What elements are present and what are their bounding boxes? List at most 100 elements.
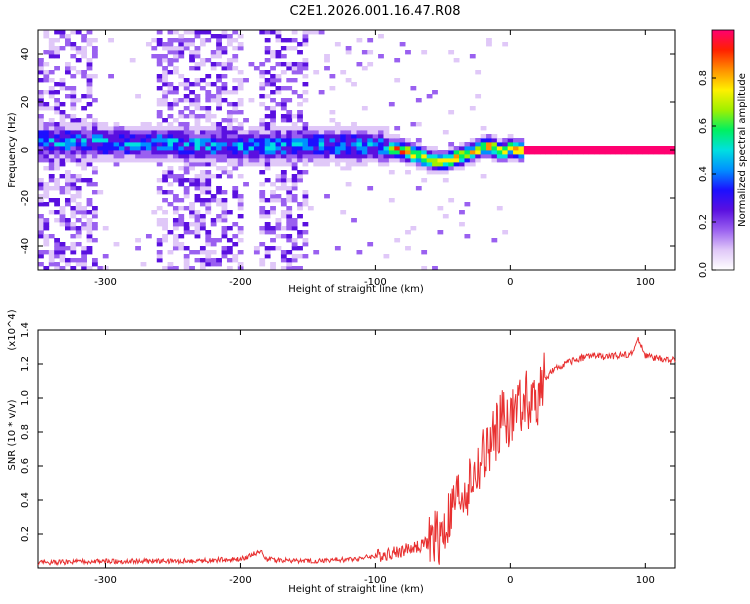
heatmap-cell — [351, 146, 357, 151]
heatmap-cell — [297, 50, 303, 55]
heatmap-cell — [135, 138, 141, 143]
heatmap-cell — [199, 38, 206, 43]
heatmap-cell — [129, 154, 136, 159]
heatmap-cell — [113, 126, 120, 131]
heatmap-cell — [324, 150, 330, 155]
heatmap-cell — [183, 46, 190, 51]
heatmap-cell — [205, 242, 212, 247]
heatmap-cell — [280, 258, 287, 263]
heatmap-cell — [156, 254, 163, 259]
heatmap-cell — [81, 258, 87, 263]
heatmap-cell — [226, 42, 233, 47]
heatmap-cell — [513, 142, 519, 147]
heatmap-cell — [216, 130, 222, 135]
heatmap-cell — [226, 258, 233, 263]
heatmap-cell — [135, 146, 141, 151]
heatmap-cell — [232, 138, 239, 143]
heatmap-cell — [264, 78, 271, 83]
heatmap-cell — [291, 194, 298, 199]
heatmap-cell — [394, 126, 401, 131]
heatmap-cell — [210, 158, 217, 163]
heatmap-cell — [108, 158, 114, 163]
heatmap-cell — [162, 74, 168, 79]
x-tick-label: -200 — [229, 575, 252, 586]
heatmap-cell — [38, 102, 44, 107]
heatmap-cell — [329, 146, 336, 151]
heatmap-cell — [194, 94, 201, 99]
heatmap-cell — [205, 106, 212, 111]
heatmap-cell — [324, 134, 330, 139]
heatmap-cell — [291, 242, 298, 247]
heatmap-cell — [189, 230, 195, 235]
heatmap-cell — [356, 138, 363, 143]
heatmap-cell — [183, 30, 190, 35]
heatmap-cell — [43, 234, 50, 239]
heatmap-cell — [210, 250, 217, 255]
heatmap-cell — [264, 114, 271, 119]
heatmap-cell — [378, 146, 384, 151]
heatmap-cell — [367, 130, 374, 135]
heatmap-cell — [189, 210, 195, 215]
heatmap-cell — [59, 158, 66, 163]
heatmap-cell — [162, 266, 168, 271]
heatmap-cell — [226, 154, 233, 159]
heatmap-cell — [297, 142, 303, 147]
snr-y-ticks: 0.20.40.60.81.01.21.4 — [20, 322, 675, 542]
heatmap-cell — [167, 122, 174, 127]
heatmap-cell — [86, 66, 93, 71]
colorbar-ticks: 0.00.20.40.60.8 — [698, 70, 716, 278]
heatmap-cell — [162, 130, 168, 135]
heatmap-cell — [388, 134, 395, 139]
heatmap-cell — [367, 126, 374, 131]
heatmap-cell — [442, 150, 449, 155]
heatmap-cell — [491, 142, 498, 147]
heatmap-cell — [318, 142, 325, 147]
heatmap-cell — [286, 178, 293, 183]
heatmap-cell — [183, 190, 190, 195]
heatmap-cell — [286, 134, 293, 139]
heatmap-cell — [253, 146, 260, 151]
heatmap-cell — [253, 142, 260, 147]
heatmap-cell — [54, 150, 60, 155]
heatmap-cell — [329, 86, 336, 91]
heatmap-cell — [459, 162, 465, 167]
heatmap-cell — [237, 34, 244, 39]
heatmap-cell — [135, 142, 141, 147]
heatmap-cell — [91, 126, 98, 131]
heatmap-cell — [221, 154, 228, 159]
heatmap-cell — [280, 38, 287, 43]
heatmap-cell — [156, 86, 163, 91]
heatmap-cell — [243, 118, 249, 123]
heatmap-cell — [178, 166, 185, 171]
heatmap-cell — [91, 74, 98, 79]
heatmap-cell — [383, 162, 390, 167]
heatmap-cell — [264, 198, 271, 203]
heatmap-cell — [421, 178, 428, 183]
heatmap-cell — [280, 254, 287, 259]
heatmap-cell — [91, 98, 98, 103]
heatmap-cell — [383, 146, 390, 151]
heatmap-cell — [189, 142, 195, 147]
heatmap-cell — [270, 266, 276, 271]
heatmap-cell — [156, 218, 163, 223]
heatmap-cell — [162, 150, 168, 155]
heatmap-cell — [205, 30, 212, 35]
heatmap-cell — [513, 154, 519, 159]
heatmap-cell — [232, 162, 239, 167]
heatmap-cell — [221, 246, 228, 251]
heatmap-cell — [280, 158, 287, 163]
heatmap-cell — [194, 114, 201, 119]
heatmap-cell — [86, 126, 93, 131]
heatmap-cell — [81, 250, 87, 255]
heatmap-cell — [178, 74, 185, 79]
heatmap-cell — [383, 138, 390, 143]
heatmap-cell — [280, 170, 287, 175]
heatmap-cell — [561, 146, 568, 151]
heatmap-cell — [64, 150, 71, 155]
heatmap-cell — [264, 178, 271, 183]
heatmap-cell — [59, 82, 66, 87]
heatmap-cell — [194, 30, 201, 35]
heatmap-cell — [426, 162, 433, 167]
heatmap-cell — [259, 82, 266, 87]
heatmap-cell — [86, 234, 93, 239]
